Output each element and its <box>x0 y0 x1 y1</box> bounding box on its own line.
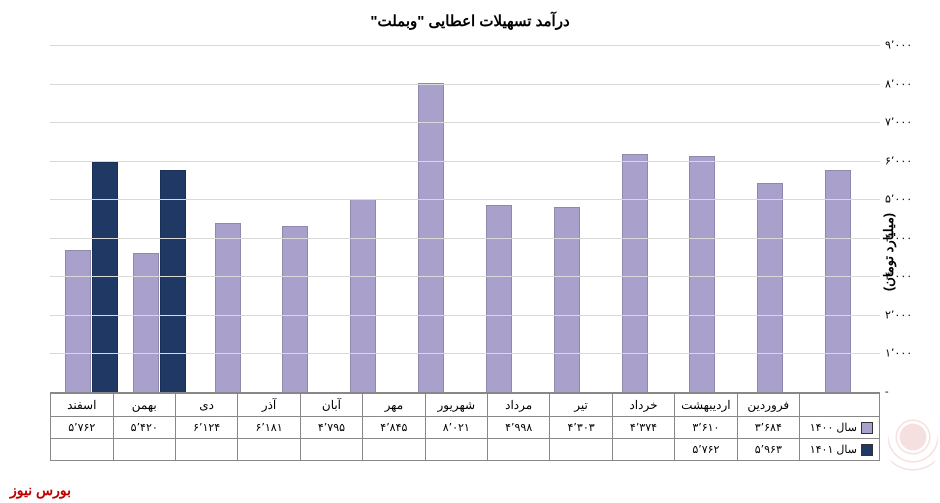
y-tick-label: ۶٬۰۰۰ <box>885 154 930 167</box>
data-table-area: فروردیناردیبهشتخردادتیرمردادشهریورمهرآبا… <box>50 393 880 483</box>
data-cell: ۴٬۳۷۴ <box>612 417 674 439</box>
series-rows: سال ۱۴۰۰۳٬۶۸۴۳٬۶۱۰۴٬۳۷۴۴٬۳۰۳۴٬۹۹۸۸٬۰۲۱۴٬… <box>51 417 880 461</box>
bar-group <box>126 45 194 392</box>
data-cell: ۳٬۶۱۰ <box>675 417 737 439</box>
table-corner <box>800 394 880 417</box>
data-cell <box>550 439 612 461</box>
watermark-logo <box>888 413 938 473</box>
category-header: تیر <box>550 394 612 417</box>
gridline <box>50 238 880 239</box>
bar <box>350 199 376 392</box>
bar <box>65 250 91 392</box>
bar <box>757 183 783 392</box>
y-tick-label: ۵٬۰۰۰ <box>885 193 930 206</box>
data-cell: ۵٬۹۶۳ <box>737 439 799 461</box>
y-tick-label: ۷٬۰۰۰ <box>885 116 930 129</box>
bar <box>825 170 851 392</box>
legend-swatch <box>861 444 873 456</box>
gridline <box>50 84 880 85</box>
gridline <box>50 199 880 200</box>
bar-group <box>533 45 601 392</box>
plot-area: -۱٬۰۰۰۲٬۰۰۰۳٬۰۰۰۴٬۰۰۰۵٬۰۰۰۶٬۰۰۰۷٬۰۰۰۸٬۰۰… <box>50 45 880 393</box>
bar-group <box>194 45 262 392</box>
watermark-text: بورس نیوز <box>10 482 71 499</box>
y-tick-label: ۲٬۰۰۰ <box>885 308 930 321</box>
bar-group <box>601 45 669 392</box>
data-cell: ۵٬۷۶۲ <box>675 439 737 461</box>
data-cell <box>425 439 487 461</box>
data-cell <box>300 439 362 461</box>
legend-swatch <box>861 422 873 434</box>
bar <box>215 223 241 392</box>
bar <box>133 253 159 392</box>
bar <box>486 205 512 392</box>
category-header: آبان <box>300 394 362 417</box>
category-header: مهر <box>363 394 425 417</box>
category-header: آذر <box>238 394 300 417</box>
bar <box>282 226 308 392</box>
bar <box>160 170 186 392</box>
data-cell <box>238 439 300 461</box>
data-cell: ۴٬۷۹۵ <box>300 417 362 439</box>
y-tick-label: ۸٬۰۰۰ <box>885 77 930 90</box>
series-label: سال ۱۴۰۱ <box>800 439 880 461</box>
gridline <box>50 315 880 316</box>
table-row: سال ۱۴۰۰۳٬۶۸۴۳٬۶۱۰۴٬۳۷۴۴٬۳۰۳۴٬۹۹۸۸٬۰۲۱۴٬… <box>51 417 880 439</box>
data-cell <box>51 439 114 461</box>
chart-container: درآمد تسهیلات اعطایی "وبملت" (میلیارد تو… <box>0 0 940 503</box>
category-header: بهمن <box>113 394 175 417</box>
bar-group <box>329 45 397 392</box>
y-tick-label: ۹٬۰۰۰ <box>885 39 930 52</box>
y-tick-label: ۳٬۰۰۰ <box>885 270 930 283</box>
category-header: شهریور <box>425 394 487 417</box>
gridline <box>50 353 880 354</box>
data-cell <box>113 439 175 461</box>
category-header: اردیبهشت <box>675 394 737 417</box>
data-cell: ۵٬۴۲۰ <box>113 417 175 439</box>
table-row: سال ۱۴۰۱۵٬۹۶۳۵٬۷۶۲ <box>51 439 880 461</box>
bars-wrap <box>50 45 880 392</box>
gridline <box>50 161 880 162</box>
bar-group <box>668 45 736 392</box>
y-tick-label: ۱٬۰۰۰ <box>885 347 930 360</box>
category-header: مرداد <box>487 394 549 417</box>
gridline <box>50 122 880 123</box>
data-cell: ۵٬۷۶۲ <box>51 417 114 439</box>
gridline <box>50 45 880 46</box>
data-table: فروردیناردیبهشتخردادتیرمردادشهریورمهرآبا… <box>50 393 880 461</box>
series-label: سال ۱۴۰۰ <box>800 417 880 439</box>
category-header: دی <box>175 394 237 417</box>
category-header: اسفند <box>51 394 114 417</box>
data-cell <box>363 439 425 461</box>
data-cell <box>487 439 549 461</box>
bar-group <box>397 45 465 392</box>
data-cell: ۴٬۸۴۵ <box>363 417 425 439</box>
data-cell: ۶٬۱۸۱ <box>238 417 300 439</box>
data-cell: ۸٬۰۲۱ <box>425 417 487 439</box>
data-cell <box>612 439 674 461</box>
category-row: فروردیناردیبهشتخردادتیرمردادشهریورمهرآبا… <box>51 394 880 417</box>
data-cell: ۴٬۳۰۳ <box>550 417 612 439</box>
bar-group <box>804 45 872 392</box>
bar-group <box>465 45 533 392</box>
data-cell <box>175 439 237 461</box>
gridline <box>50 276 880 277</box>
bar <box>554 207 580 392</box>
bar <box>689 156 715 392</box>
bar <box>622 154 648 392</box>
data-cell: ۳٬۶۸۴ <box>737 417 799 439</box>
category-header: خرداد <box>612 394 674 417</box>
category-header: فروردین <box>737 394 799 417</box>
bar-group <box>736 45 804 392</box>
data-cell: ۴٬۹۹۸ <box>487 417 549 439</box>
bar-group <box>261 45 329 392</box>
bar-group <box>58 45 126 392</box>
chart-title: درآمد تسهیلات اعطایی "وبملت" <box>0 0 940 38</box>
y-tick-label: ۴٬۰۰۰ <box>885 231 930 244</box>
y-tick-label: - <box>885 386 930 398</box>
data-cell: ۶٬۱۲۴ <box>175 417 237 439</box>
